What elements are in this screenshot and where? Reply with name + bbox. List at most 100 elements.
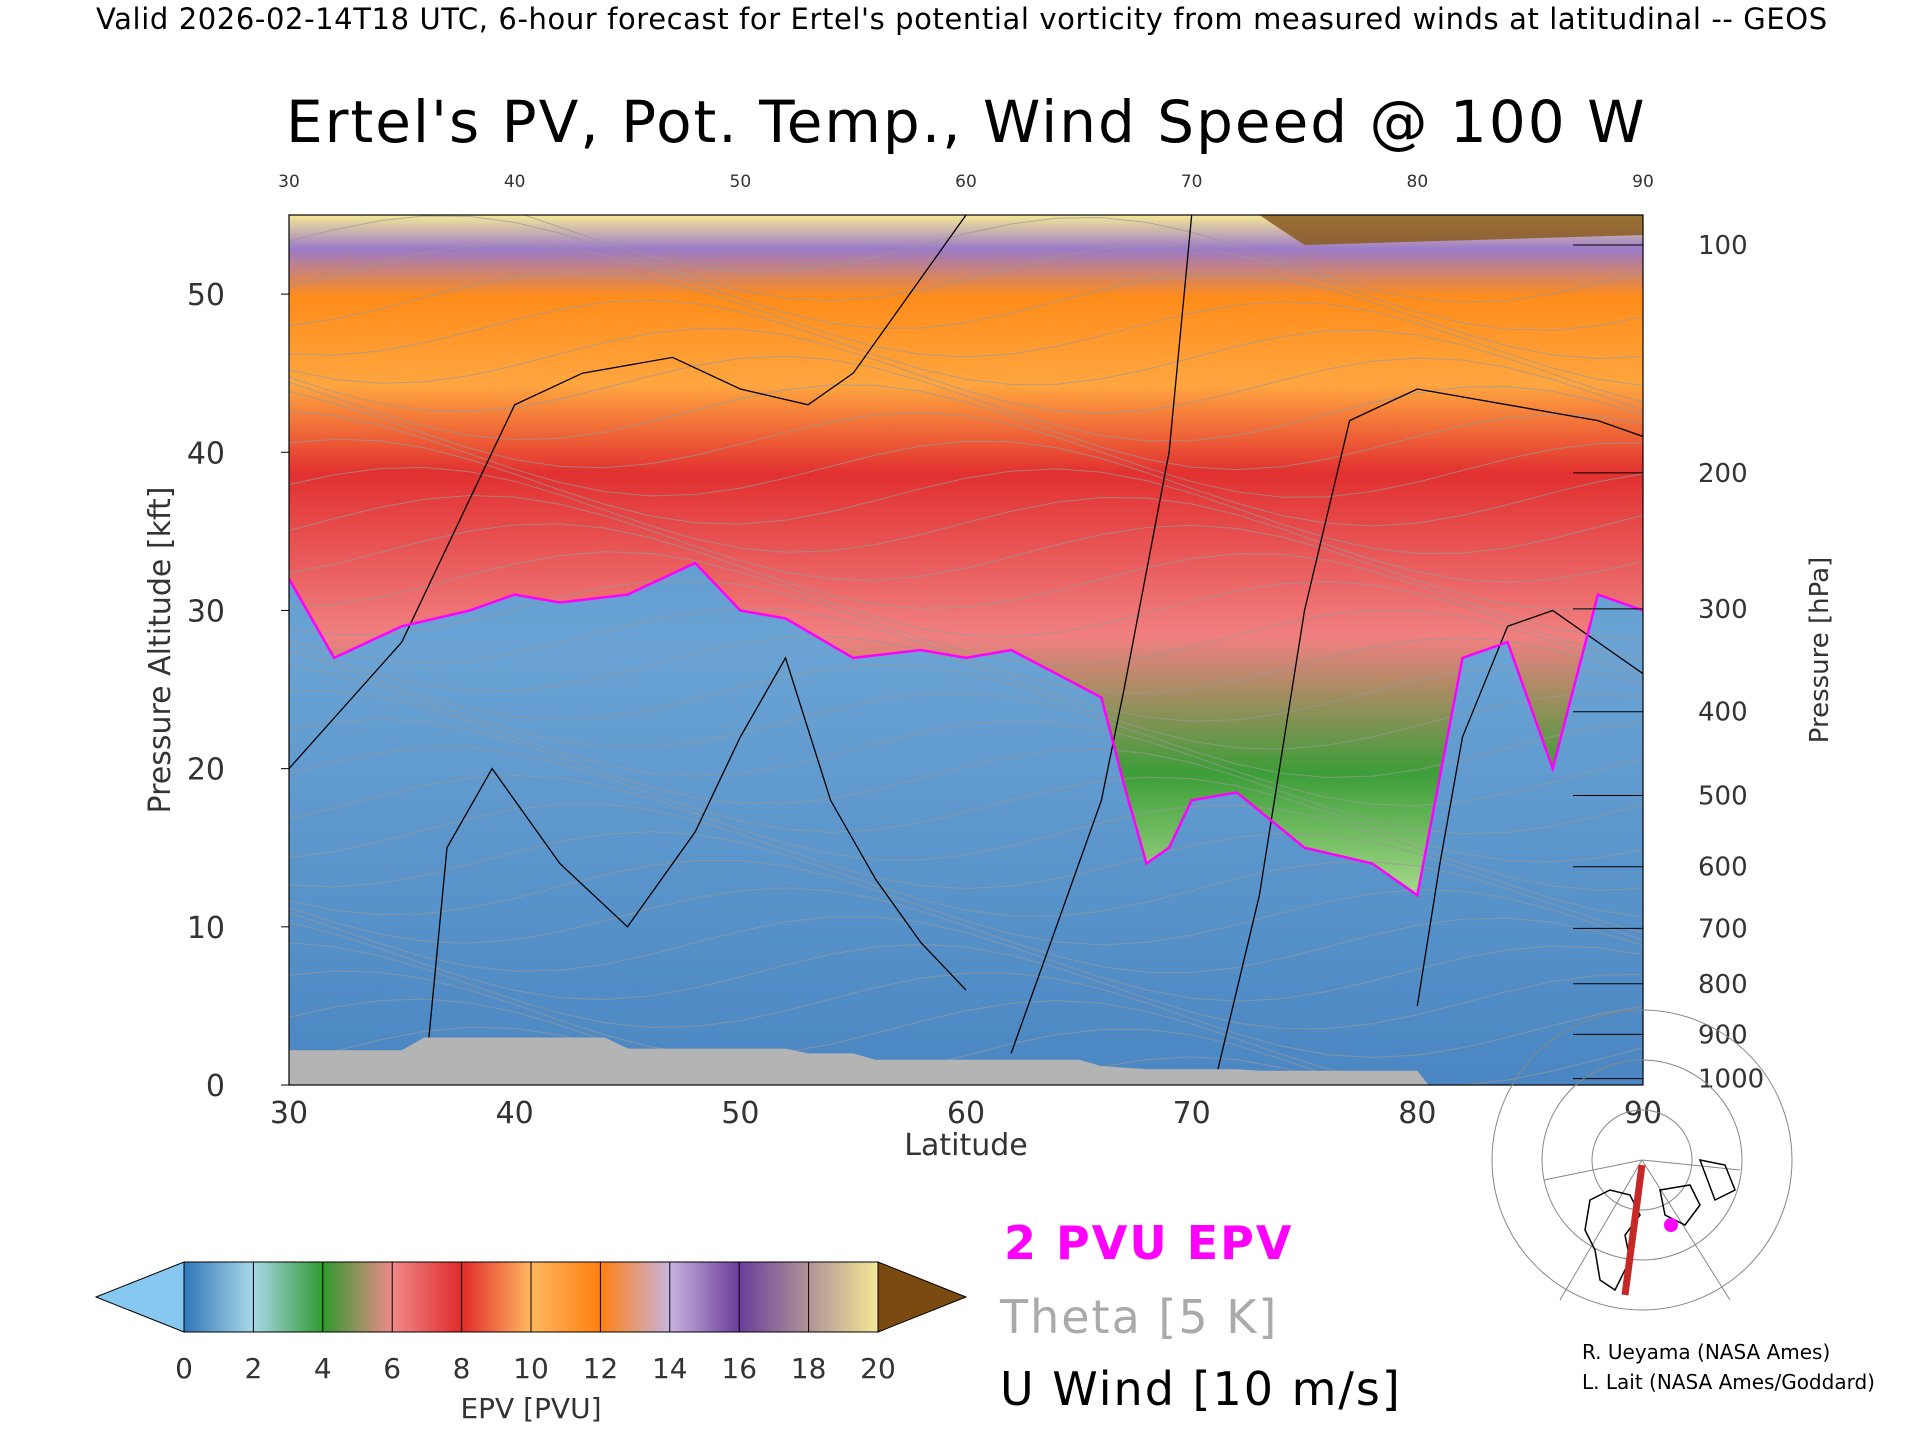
x-top-tick-label: 60 [955,172,977,192]
theta-contour-line [289,355,1643,442]
pressure-tick-label: 200 [1698,459,1748,489]
pressure-tick-label: 800 [1698,970,1748,1000]
right-axis-label: Pressure [hPa] [1805,557,1835,744]
stratosphere-fill [289,215,1643,896]
colorbar-tick-label: 16 [721,1352,757,1385]
wind-contours [289,215,1643,1085]
theta-contour-line [289,243,1643,360]
pressure-tick-label: 600 [1698,853,1748,883]
upper-stratosphere-band [1259,215,1643,245]
pressure-tick-label: 300 [1698,595,1748,625]
x-axis-label: Latitude [904,1128,1027,1163]
colorbar-tick-label: 4 [314,1352,332,1385]
theta-contour-line [289,803,1643,918]
theta-contour-line [289,774,1643,891]
pressure-tick-label: 900 [1698,1020,1748,1050]
theta-contour-line [289,215,1643,331]
theta-contour-line [289,912,1643,1002]
y-tick-label: 10 [187,911,225,946]
colorbar-tick-label: 8 [453,1352,471,1385]
y-tick-label: 30 [187,594,225,629]
colorbar-tick-label: 6 [383,1352,401,1385]
forecast-header: Valid 2026-02-14T18 UTC, 6-hour forecast… [96,2,1828,36]
pressure-tick-label: 700 [1698,914,1748,944]
pressure-tick-label: 100 [1698,231,1748,261]
epv-colorbar: 0 2 4 6 8 10 12 14 16 18 20 EPV [PVU] [94,1261,968,1425]
colorbar-tick-label: 2 [244,1352,262,1385]
x-tick-label: 70 [1173,1096,1211,1131]
wind-contour-line [1213,388,1643,1085]
theta-contour-line [289,921,1643,1030]
x-tick-label: 60 [947,1096,985,1131]
x-top-tick-label: 70 [1181,172,1203,192]
plot-title: Ertel's PV, Pot. Temp., Wind Speed @ 100… [286,88,1647,156]
plot-frame [288,214,1644,1086]
y-tick-label: 0 [206,1069,225,1104]
x-tick-label: 40 [496,1096,534,1131]
theta-contour-line [289,299,1643,403]
theta-contour-line [289,998,1359,1085]
plot-area [289,215,1643,1085]
wind-contour-line [289,215,967,770]
colorbar-tick-label: 20 [860,1352,896,1385]
two-pvu-contour [289,561,1643,898]
theta-contour-line [289,831,1643,934]
y-axis-label: Pressure Altitude [kft] [143,487,178,814]
theta-contour-line [289,381,1643,471]
theta-contour-line [289,438,1643,555]
colorbar-tick-label: 10 [513,1352,549,1385]
theta-contour-line [289,579,1643,673]
theta-contour-line [289,523,1643,639]
theta-legend-label: Theta [5 K] [1000,1290,1279,1344]
theta-contour-line [289,664,1643,779]
colorbar-tick-label: 14 [652,1352,688,1385]
theta-contour-line [289,494,1643,611]
theta-contour-line [289,635,1643,722]
north-polar-map-icon [1491,1009,1793,1311]
pressure-tick-label: 500 [1698,782,1748,812]
colorbar-tick-label: 0 [175,1352,193,1385]
y-tick-label: 50 [187,278,225,313]
credit-line-1: R. Ueyama (NASA Ames) [1582,1340,1831,1364]
theta-contour-line [522,215,1643,303]
x-tick-label: 30 [270,1096,308,1131]
x-top-tick-label: 40 [504,172,526,192]
x-top-tick-label: 50 [730,172,752,192]
theta-contour-line [289,328,1643,414]
colorbar-under-arrow [94,1261,185,1333]
wind-contour-line [1416,609,1643,1007]
epv-legend-label: 2 PVU EPV [1004,1216,1294,1270]
theta-contour-line [289,887,1643,974]
x-tick-label: 80 [1398,1096,1436,1131]
theta-contour-line [289,410,1643,527]
theta-contour-line [289,747,1643,863]
theta-contour-line [289,1026,1344,1085]
pressure-tick-label: 1000 [1698,1065,1764,1095]
wind-legend-label: U Wind [10 m/s] [1000,1362,1402,1416]
y-tick-label: 20 [187,753,225,788]
x-tick-label: 50 [721,1096,759,1131]
y-tick-label: 40 [187,436,225,471]
x-axis-ticks: 30 30 40 40 50 50 60 60 70 70 80 80 90 90 [270,172,1662,1131]
colorbar-tick-label: 18 [791,1352,827,1385]
theta-contour-line [289,942,1643,1059]
x-top-tick-label: 30 [278,172,300,192]
terrain-mask [289,1037,1429,1085]
theta-contour-line [289,718,1643,835]
theta-contour-line [289,551,1643,662]
theta-contour-line [289,650,1643,750]
theta-contour-line [289,691,1643,807]
colorbar-label: EPV [PVU] [460,1392,601,1425]
x-tick-label: 90 [1624,1096,1662,1131]
credit-line-2: L. Lait (NASA Ames/Goddard) [1582,1370,1875,1394]
pressure-tick-label: 400 [1698,698,1748,728]
colorbar-tick-label: 12 [583,1352,619,1385]
theta-contour-line [289,271,1643,387]
left-axis-ticks: 0 10 20 30 40 50 [187,278,289,1104]
theta-contour-line [289,391,1643,498]
wind-contour-line [423,656,967,1085]
right-axis-ticks: 100 200 300 400 500 600 700 800 900 1000 [1573,231,1764,1095]
theta-contour-line [289,466,1643,583]
x-top-tick-label: 90 [1632,172,1654,192]
